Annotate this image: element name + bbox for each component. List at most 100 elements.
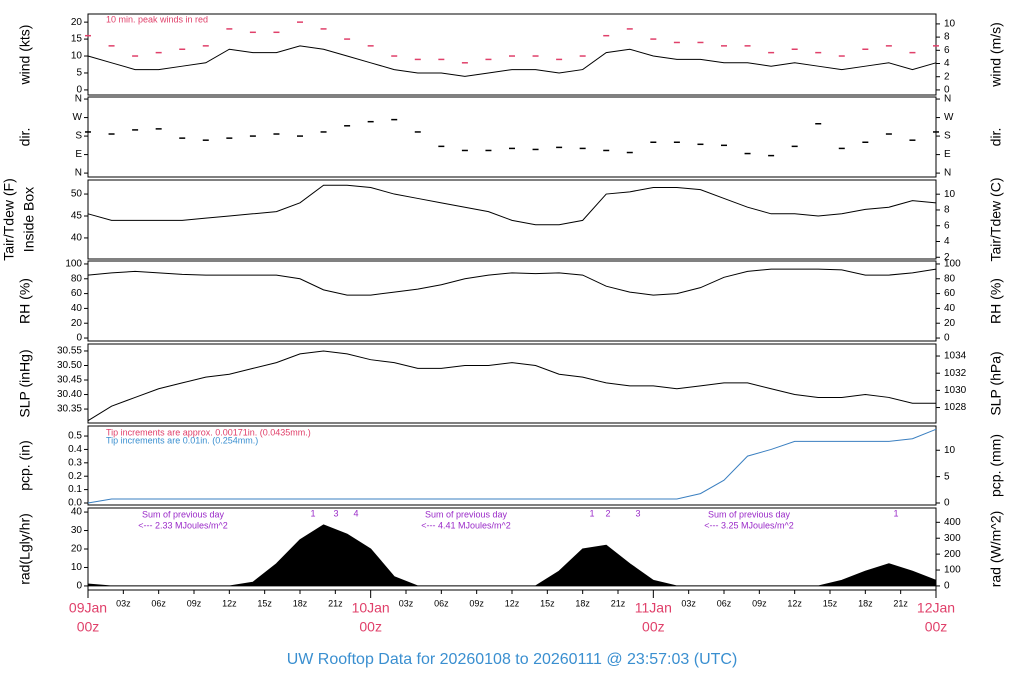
y-tick-label: 30.45 (57, 375, 82, 386)
x-tick-label: 03z (399, 598, 414, 608)
y2-tick-label: 8 (944, 205, 950, 216)
x-tick-label: 09z (187, 598, 202, 608)
y2-axis-label: Tair/Tdew (C) (988, 177, 1004, 261)
line (87, 184, 937, 226)
y-tick-label: 10 (71, 51, 83, 62)
y2-tick-label: 6 (944, 45, 950, 56)
x-tick-label: 03z (681, 598, 696, 608)
y-axis-label: dir. (17, 128, 33, 147)
annotation: 10 min. peak winds in red (106, 14, 208, 24)
x-tick-label: 06z (717, 598, 732, 608)
y-tick-label: S (75, 131, 82, 142)
y-axis-label: Tair/Tdew (F) (1, 178, 17, 260)
y2-axis-label: pcp. (mm) (988, 434, 1004, 497)
y-tick-label: 15 (71, 34, 83, 45)
panel-frame (87, 96, 937, 178)
y-tick-label: 20 (71, 318, 83, 329)
y-axis-label: RH (%) (17, 278, 33, 324)
y-tick-label: 0.1 (68, 484, 82, 495)
peak-label: 4 (353, 508, 358, 518)
x-tick-label: 15z (540, 598, 555, 608)
y2-tick-label: 0 (944, 498, 950, 509)
line (87, 45, 937, 77)
annotation: Sum of previous day (708, 509, 791, 519)
x-tick-label: 09z (752, 598, 767, 608)
chart-title: UW Rooftop Data for 20260108 to 20260111… (287, 651, 738, 668)
y-tick-label: 10 (71, 562, 83, 573)
y2-tick-label: S (944, 131, 951, 142)
y-tick-label: 50 (71, 189, 83, 200)
y2-axis-label: RH (%) (988, 278, 1004, 324)
date-label: 10Jan (352, 600, 390, 616)
y-tick-label: 30.55 (57, 346, 82, 357)
x-tick-label: 15z (823, 598, 838, 608)
peak-label: 1 (310, 508, 315, 518)
x-tick-label: 06z (151, 598, 166, 608)
date-sublabel: 00z (359, 619, 382, 635)
y2-tick-label: 1030 (944, 385, 967, 396)
x-tick-label: 21z (328, 598, 343, 608)
y2-tick-label: 1032 (944, 368, 967, 379)
panel-frame (87, 179, 937, 260)
y2-tick-label: 1034 (944, 351, 967, 362)
line (87, 268, 937, 296)
y2-tick-label: N (944, 168, 951, 179)
annotation: <--- 3.25 MJoules/m^2 (704, 520, 794, 530)
y2-tick-label: 10 (944, 19, 956, 30)
y-tick-label: 0.2 (68, 471, 82, 482)
y-tick-label: 60 (71, 288, 83, 299)
y-tick-label: 0.3 (68, 457, 82, 468)
x-tick-label: 21z (893, 598, 908, 608)
panel-frame (87, 343, 937, 424)
x-tick-label: 12z (505, 598, 520, 608)
x-tick-label: 15z (257, 598, 272, 608)
x-tick-label: 18z (858, 598, 873, 608)
date-sublabel: 00z (925, 619, 948, 635)
y2-tick-label: 0 (944, 85, 950, 96)
y-axis-label: SLP (inHg) (17, 349, 33, 417)
date-label: 09Jan (69, 600, 107, 616)
y-axis-label: Inside Box (21, 187, 37, 252)
y-axis-label: wind (kts) (17, 25, 33, 86)
y-tick-label: 30.50 (57, 360, 82, 371)
y-tick-label: 30 (71, 525, 83, 536)
y2-tick-label: E (944, 149, 951, 160)
area (87, 524, 937, 587)
y2-tick-label: N (944, 94, 951, 105)
y2-tick-label: 1028 (944, 402, 967, 413)
y2-tick-label: 4 (944, 58, 950, 69)
panel-frame (87, 260, 937, 342)
y-tick-label: 20 (71, 544, 83, 555)
y2-tick-label: 80 (944, 273, 956, 284)
y2-axis-label: rad (W/m^2) (988, 511, 1004, 588)
x-tick-label: 18z (293, 598, 308, 608)
y2-tick-label: 200 (944, 549, 961, 560)
x-tick-label: 03z (116, 598, 131, 608)
peak-label: 1 (589, 508, 594, 518)
y2-tick-label: 4 (944, 236, 950, 247)
x-tick-label: 06z (434, 598, 449, 608)
y-tick-label: E (75, 149, 82, 160)
y-tick-label: N (75, 94, 82, 105)
y2-tick-label: 300 (944, 533, 961, 544)
date-label: 12Jan (917, 600, 955, 616)
peak-label: 1 (893, 508, 898, 518)
y2-tick-label: 2 (944, 252, 950, 263)
y-tick-label: 0 (76, 333, 82, 344)
panel-frame (87, 425, 937, 506)
line (87, 428, 937, 504)
annotation: <--- 4.41 MJoules/m^2 (421, 520, 511, 530)
panel-frame (87, 13, 937, 96)
x-tick-label: 12z (222, 598, 237, 608)
y-axis-label: pcp. (in) (17, 440, 33, 491)
y-axis-label: rad(Lgly/hr) (17, 513, 33, 585)
y2-tick-label: 40 (944, 303, 956, 314)
y2-tick-label: 100 (944, 259, 961, 270)
peak-label: 3 (635, 508, 640, 518)
date-label: 11Jan (635, 600, 672, 616)
line (87, 350, 936, 422)
peak-label: 2 (605, 508, 610, 518)
y2-axis-label: SLP (hPa) (988, 351, 1004, 415)
y2-tick-label: 60 (944, 288, 956, 299)
